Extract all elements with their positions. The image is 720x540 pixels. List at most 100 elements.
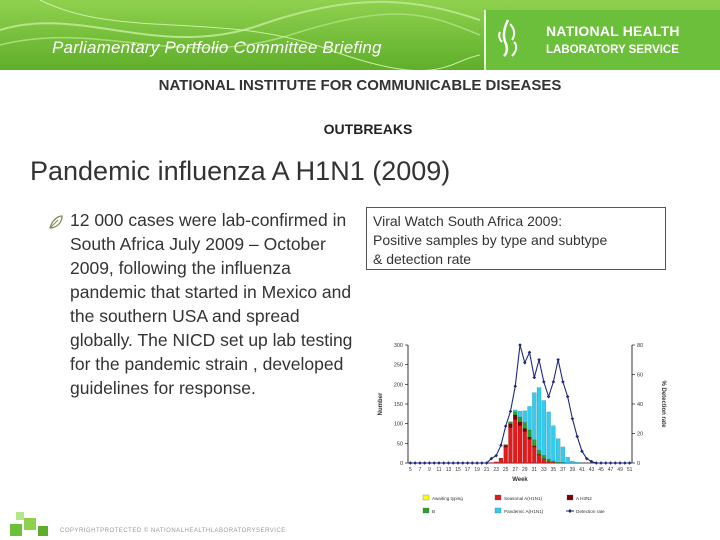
institute-name: NATIONAL INSTITUTE FOR COMMUNICABLE DISE…	[158, 77, 562, 94]
bar-segment	[532, 447, 537, 464]
y-right-tick-label: 80	[637, 343, 643, 349]
y-axis-label-right: % Detection rate	[660, 380, 666, 428]
bar-segment	[503, 444, 508, 446]
caption-line-3: & detection rate	[373, 251, 472, 267]
bar-segment	[517, 416, 523, 422]
y-tick-label: 250	[394, 363, 403, 369]
x-tick-label: 45	[598, 467, 604, 473]
bar-segment	[536, 454, 542, 464]
x-tick-label: 29	[522, 467, 528, 473]
detection-rate-point	[627, 461, 632, 465]
x-tick-label: 35	[551, 467, 557, 473]
bar-segment	[517, 410, 523, 418]
detection-rate-point	[499, 443, 503, 448]
bar-segment	[517, 425, 523, 464]
detection-rate-point	[465, 461, 470, 465]
detection-rate-point	[413, 461, 417, 465]
bar-segment	[546, 458, 551, 462]
bar-segment	[517, 421, 523, 426]
bar-segment	[527, 439, 532, 464]
y-tick-label: 100	[394, 422, 403, 428]
chart-caption: Viral Watch South Africa 2009: Positive …	[366, 207, 666, 270]
bar-segment	[541, 400, 547, 456]
x-tick-label: 27	[512, 467, 518, 473]
bar-segment	[541, 455, 547, 459]
x-tick-label: 25	[503, 467, 509, 473]
y-right-tick-label: 0	[637, 461, 640, 467]
leaf-bullet-icon	[49, 215, 63, 229]
detection-rate-point	[446, 461, 451, 465]
legend-swatch-marker	[568, 509, 572, 513]
detection-rate-point	[422, 461, 427, 465]
slide-title: Pandemic influenza A H1N1 (2009)	[30, 156, 451, 186]
detection-rate-point	[589, 459, 594, 464]
detection-rate-point	[608, 461, 613, 465]
bar-segment	[555, 438, 561, 463]
detection-rate-point	[494, 453, 498, 458]
legend-swatch	[494, 494, 502, 501]
legend-label: Detection rate	[576, 509, 605, 514]
x-tick-label: 41	[579, 467, 585, 473]
detection-rate-point	[623, 461, 627, 465]
bar-segment	[498, 458, 504, 460]
detection-rate-point	[427, 461, 432, 465]
x-axis-label: Week	[512, 477, 528, 483]
detection-rate-point	[508, 409, 513, 414]
detection-rate-point	[570, 416, 575, 421]
header-title: Parliamentary Portfolio Committee Briefi…	[52, 38, 382, 57]
detection-rate-point	[603, 461, 608, 465]
x-tick-label: 43	[589, 467, 595, 473]
detection-rate-point	[522, 360, 527, 365]
bar-segment	[560, 446, 566, 463]
detection-rate-point	[599, 461, 603, 465]
x-tick-label: 13	[446, 467, 452, 473]
y-right-tick-label: 20	[637, 432, 643, 438]
legend-swatch	[422, 494, 430, 501]
x-tick-label: 47	[608, 467, 614, 473]
detection-rate-point	[551, 380, 556, 384]
detection-rate-point	[546, 394, 551, 399]
x-tick-label: 49	[617, 467, 623, 473]
bar-segment	[532, 439, 537, 446]
slide-header: Parliamentary Portfolio Committee Briefi…	[0, 0, 720, 70]
detection-rate-point	[613, 461, 618, 465]
caption-line-1: Viral Watch South Africa 2009:	[373, 213, 563, 229]
logo-text-line1: NATIONAL HEALTH	[546, 23, 680, 39]
bar-segment	[498, 458, 504, 464]
bar-segment	[541, 458, 547, 464]
bullet-text: 12 000 cases were lab-confirmed in South…	[70, 210, 353, 398]
x-tick-label: 9	[428, 467, 431, 473]
bar-segment	[522, 428, 527, 432]
x-tick-label: 21	[484, 467, 490, 473]
bar-segment	[527, 436, 532, 440]
footer-copyright: COPYRIGHTPROTECTED © NATIONALHEALTHLABOR…	[60, 528, 286, 534]
x-tick-label: 51	[627, 467, 633, 473]
footer-cube-decoration	[10, 512, 48, 536]
bar-segment	[532, 392, 537, 440]
legend-swatch	[494, 507, 502, 514]
bar-segment	[513, 409, 518, 413]
x-tick-label: 11	[436, 467, 441, 473]
detection-rate-point	[561, 380, 565, 384]
bar-segment	[551, 460, 556, 463]
y-tick-label: 0	[400, 461, 403, 467]
x-tick-label: 5	[409, 467, 412, 473]
detection-rate-point	[542, 380, 546, 384]
bar-segment	[508, 421, 513, 424]
legend-label: Pandemic A(H1N1)	[504, 509, 544, 514]
detection-rate-point	[532, 375, 537, 380]
detection-rate-point	[475, 461, 479, 465]
detection-rate-point	[618, 461, 622, 465]
legend-swatch	[422, 507, 430, 514]
detection-rate-point	[451, 461, 456, 465]
bar-segment	[522, 410, 527, 423]
bar-segment	[570, 460, 575, 464]
caption-line-2: Positive samples by type and subtype	[373, 232, 608, 248]
bar-segment	[513, 411, 518, 416]
detection-rate-point	[503, 424, 508, 428]
bar-segment	[536, 387, 542, 451]
detection-rate-point	[456, 461, 460, 465]
viral-watch-chart: 0 50 100 150 200 250 300 0 20 40 60 80 5 7 9 11 13 15 17 19…	[378, 343, 666, 514]
detection-rate-point	[470, 461, 475, 465]
bar-segment	[508, 427, 513, 464]
